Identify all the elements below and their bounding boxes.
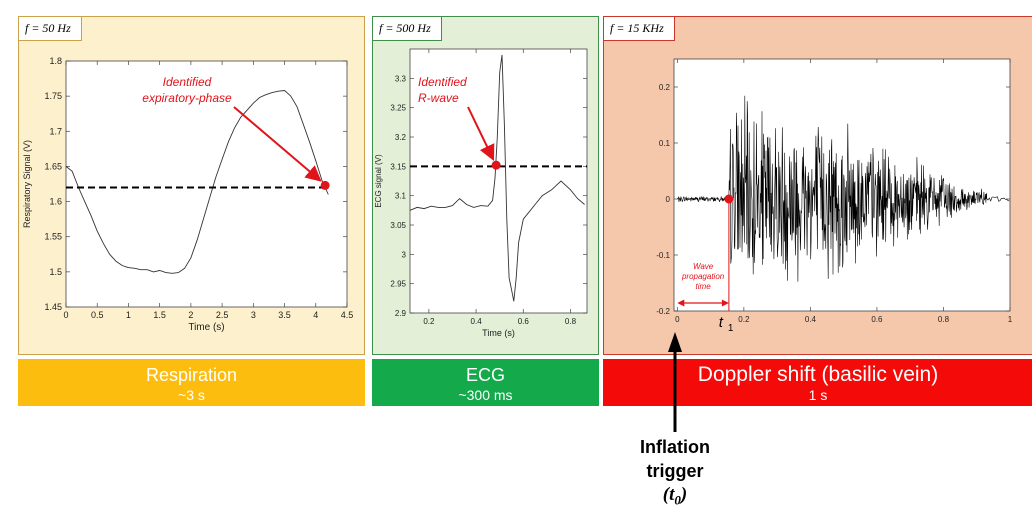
inflation-trigger-label: Inflation trigger (t0)	[610, 436, 740, 512]
doppler-chart: 0 0.2 0.4 0.6 0.8 1 -0.2 -0.1 0 0.1 0.2 Wavepropaga…	[656, 58, 1013, 334]
x-tick-label: 0.5	[91, 310, 104, 320]
trigger-line1: Inflation	[640, 437, 710, 457]
y-tick-label: 0.1	[659, 139, 671, 148]
y-tick-label: -0.1	[656, 251, 670, 260]
x-tick-label: 0.4	[471, 317, 483, 326]
y-tick-label: 1.7	[49, 126, 62, 136]
y-tick-label: 0.2	[659, 83, 671, 92]
respiration-chart: 0 0.5 1 1.5 2 2.5 3 3.5 4 4.5 1.45 1.5 1.55 1.6 1.65 1.…	[22, 56, 354, 333]
respiration-frequency-label: f = 50 Hz	[18, 16, 82, 41]
t0-subscript: 0	[674, 492, 681, 508]
doppler-panel: f = 15 KHz 0 0.2 0.4 0.6 0.8 1 -0.2 -0.1 0 0.1 0.2…	[603, 16, 1032, 355]
ecg-band-title: ECG	[465, 365, 505, 385]
x-tick-label: 1.5	[153, 310, 166, 320]
expiratory-phase-marker	[320, 180, 330, 190]
ecg-frequency-label: f = 500 Hz	[372, 16, 442, 41]
y-tick-label: 3	[402, 250, 407, 259]
y-tick-label: 3.2	[395, 133, 407, 142]
y-axis-label: ECG signal (V)	[374, 154, 383, 208]
propagation-arrow-left-head	[677, 299, 685, 307]
respiration-band: Respiration ~3 s	[18, 359, 365, 406]
y-tick-label: 3.15	[390, 162, 406, 171]
x-tick-label: 4.5	[341, 310, 354, 320]
t1-label: t	[719, 314, 724, 331]
respiration-band-title: Respiration	[145, 365, 238, 385]
t1-subscript: 1	[728, 323, 734, 334]
annotation-line1: Identified	[163, 75, 212, 89]
x-tick-label: 3.5	[278, 310, 291, 320]
x-tick-label: 1	[1008, 315, 1013, 324]
doppler-band-title: Doppler shift (basilic vein)	[697, 363, 939, 386]
annotation-line1: Identified	[418, 75, 467, 89]
y-tick-label: 1.55	[44, 232, 62, 242]
trigger-line2: trigger	[646, 460, 704, 481]
x-tick-label: 2.5	[216, 310, 229, 320]
x-tick-label: 4	[313, 310, 318, 320]
y-tick-label: 1.6	[49, 197, 62, 207]
y-tick-label: 1.65	[44, 161, 62, 171]
annotation-arrow	[233, 106, 322, 182]
y-tick-label: 3.05	[390, 221, 406, 230]
annotation-line2: expiratory-phase	[142, 91, 232, 105]
x-tick-label: 0.4	[805, 315, 817, 324]
t0-close: )	[680, 484, 688, 505]
doppler-signal-line	[677, 95, 1010, 282]
y-tick-label: 1.75	[44, 91, 62, 101]
trigger-t0: (t0)	[610, 483, 740, 512]
y-tick-label: 1.45	[44, 302, 62, 312]
ecg-signal-line	[409, 54, 585, 302]
ecg-band-duration: ~300 ms	[458, 387, 513, 403]
annotation-line2: R-wave	[418, 91, 459, 105]
x-tick-label: 0.6	[518, 317, 530, 326]
x-axis-label: Time (s)	[188, 322, 224, 333]
ecg-band: ECG ~300 ms	[372, 359, 599, 406]
doppler-frequency-label: f = 15 KHz	[603, 16, 675, 41]
x-tick-label: 0.6	[871, 315, 883, 324]
x-tick-label: 1	[126, 310, 131, 320]
y-tick-label: 1.8	[49, 56, 62, 66]
x-tick-label: 3	[251, 310, 256, 320]
y-tick-label: 3.3	[395, 74, 407, 83]
x-tick-label: 0.8	[938, 315, 950, 324]
propagation-arrow-right-head	[721, 299, 729, 307]
x-tick-label: 0.8	[565, 317, 577, 326]
respiratory-signal-line	[65, 90, 329, 274]
y-tick-label: 0	[666, 195, 671, 204]
wave-note-line1: Wave	[693, 262, 714, 271]
onset-marker	[724, 194, 734, 204]
x-tick-label: 0	[63, 310, 68, 320]
y-tick-label: 3.1	[395, 192, 407, 201]
y-axis-label: Respiratory Signal (V)	[22, 140, 32, 228]
ecg-panel: f = 500 Hz 0.2 0.4 0.6 0.8 2.9 2.95 3 3.05 3.1 3.…	[372, 16, 599, 355]
plot-area	[65, 60, 348, 308]
r-wave-marker	[491, 160, 501, 170]
y-tick-label: -0.2	[656, 307, 670, 316]
trigger-arrow-head	[668, 332, 682, 352]
x-tick-label: 2	[188, 310, 193, 320]
annotation-arrow	[467, 106, 495, 161]
wave-note-line3: time	[696, 282, 712, 291]
x-tick-label: 0.2	[423, 317, 435, 326]
y-tick-label: 2.95	[390, 280, 406, 289]
x-tick-label: 0	[675, 315, 680, 324]
respiration-band-duration: ~3 s	[178, 387, 205, 403]
y-tick-label: 2.9	[395, 309, 407, 318]
y-tick-label: 3.25	[390, 104, 406, 113]
doppler-band-duration: 1 s	[808, 387, 828, 403]
y-tick-label: 1.5	[49, 267, 62, 277]
x-axis-label: Time (s)	[482, 328, 515, 338]
respiration-panel: f = 50 Hz 0 0.5 1 1.5 2 2.5 3 3.5 4 4.5 1.45 1.5 1.5…	[18, 16, 365, 355]
ecg-chart: 0.2 0.4 0.6 0.8 2.9 2.95 3 3.05 3.1 3.15 3.2 3.25 3.…	[374, 48, 588, 338]
t0-symbol: (t	[662, 484, 675, 505]
x-tick-label: 0.2	[738, 315, 750, 324]
wave-note-line2: propagation	[681, 272, 725, 281]
